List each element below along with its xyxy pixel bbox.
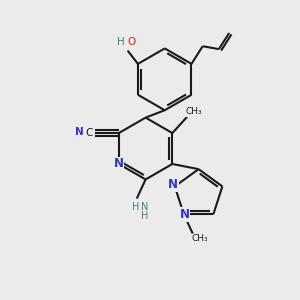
Text: H: H	[117, 38, 125, 47]
Text: C: C	[86, 128, 93, 138]
Text: H: H	[141, 211, 149, 221]
Text: H: H	[132, 202, 139, 212]
Text: CH₃: CH₃	[185, 107, 202, 116]
Text: N: N	[141, 202, 149, 212]
Text: O: O	[127, 38, 135, 47]
Text: N: N	[114, 158, 124, 170]
Text: CH₃: CH₃	[192, 234, 208, 243]
Text: N: N	[75, 128, 83, 137]
Text: N: N	[168, 178, 178, 191]
Text: N: N	[179, 208, 190, 221]
